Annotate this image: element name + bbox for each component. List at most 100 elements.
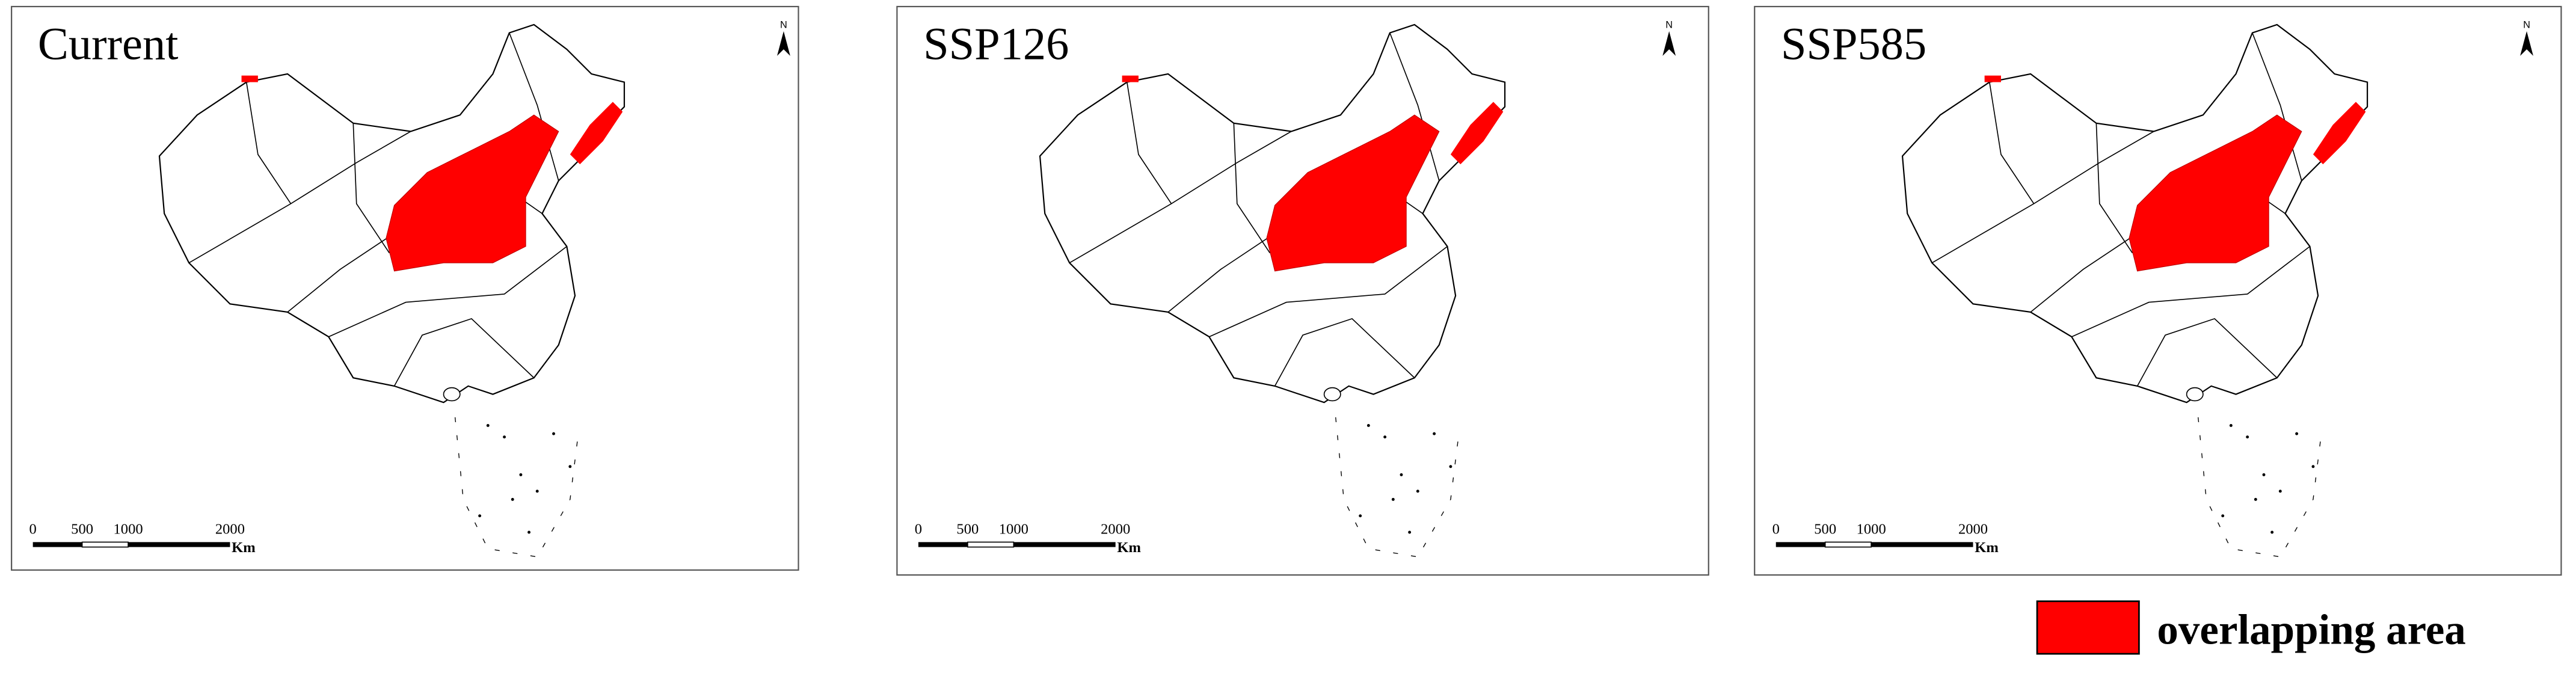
island <box>1366 423 1370 427</box>
overlap-region <box>1450 102 1504 165</box>
province-border <box>1127 82 1172 204</box>
province-border <box>1274 318 1415 387</box>
island <box>1383 435 1387 439</box>
panel-title: Current <box>38 18 179 69</box>
province-border <box>1233 123 1271 254</box>
scale-label: 500 <box>1814 521 1836 538</box>
island <box>2262 473 2266 476</box>
island <box>486 423 490 427</box>
scale-bar <box>32 542 82 547</box>
overlap-region <box>1984 75 2001 82</box>
scale-bar <box>1775 542 1825 547</box>
scale-label: 1000 <box>114 521 143 538</box>
map <box>158 23 626 558</box>
scale-label: 1000 <box>999 521 1028 538</box>
north-label: N <box>780 19 787 30</box>
island <box>1416 490 1419 493</box>
island <box>2270 530 2274 534</box>
scale-bar <box>81 541 129 548</box>
panel-title: SSP585 <box>1781 18 1926 69</box>
legend: overlapping area <box>2036 600 2466 655</box>
scale-bar <box>1824 541 1872 548</box>
island <box>552 432 555 435</box>
scale-bar <box>1871 542 1973 547</box>
island <box>511 497 514 501</box>
scale-label: 2000 <box>1101 521 1130 538</box>
scale-bar <box>128 542 230 547</box>
province-border <box>2252 32 2302 181</box>
province-border <box>328 246 567 337</box>
island <box>2229 423 2233 427</box>
overlap-region <box>1122 75 1139 82</box>
province-border <box>352 123 390 254</box>
legend-label: overlapping area <box>2157 607 2465 654</box>
province-border <box>1209 246 1448 337</box>
scale-unit: Km <box>1975 539 1999 556</box>
north-label: N <box>2523 19 2530 30</box>
province-border <box>2095 123 2133 254</box>
overlap-region <box>386 114 559 272</box>
map <box>1901 23 2369 558</box>
island <box>478 514 482 518</box>
province-border <box>2136 318 2278 387</box>
scale-label: 500 <box>71 521 93 538</box>
province-border <box>1931 131 2154 263</box>
island <box>1433 432 1436 435</box>
island <box>1359 514 1362 518</box>
country-outline <box>158 23 626 404</box>
scale-unit: Km <box>1117 539 1141 556</box>
scale-bar <box>1013 542 1116 547</box>
north-label: N <box>1665 19 1673 30</box>
island <box>1323 387 1341 402</box>
province-border <box>1989 82 2035 204</box>
north-arrow <box>777 31 790 56</box>
island <box>535 490 539 493</box>
island <box>443 387 461 402</box>
province-border <box>188 131 411 263</box>
island <box>2295 432 2299 435</box>
island <box>1408 530 1412 534</box>
panel-title: SSP126 <box>923 18 1069 69</box>
province-border <box>1389 32 1440 181</box>
province-border <box>393 318 535 387</box>
island <box>1449 465 1452 469</box>
scale-label: 500 <box>956 521 979 538</box>
map <box>1039 23 1506 558</box>
island <box>568 465 572 469</box>
scale-bar <box>967 541 1015 548</box>
island <box>2221 514 2225 518</box>
overlap-region <box>241 75 258 82</box>
north-arrow <box>2520 31 2533 56</box>
island <box>2311 465 2315 469</box>
scale-label: 1000 <box>1857 521 1886 538</box>
island <box>2246 435 2249 439</box>
island <box>527 530 531 534</box>
north-arrow <box>1662 31 1676 56</box>
island <box>519 473 523 476</box>
province-border <box>2071 246 2310 337</box>
overlap-region <box>1266 114 1440 272</box>
overlap-region <box>570 102 623 165</box>
overlap-region <box>2129 114 2302 272</box>
scale-label: 0 <box>915 521 922 538</box>
province-border <box>509 32 559 181</box>
scale-bar <box>918 542 968 547</box>
island <box>503 435 506 439</box>
scale-unit: Km <box>232 539 256 556</box>
island <box>1391 497 1395 501</box>
scale-label: 0 <box>29 521 37 538</box>
scale-label: 2000 <box>1958 521 1988 538</box>
country-outline <box>1901 23 2369 404</box>
province-border <box>245 82 292 204</box>
island <box>2278 490 2282 493</box>
scale-label: 2000 <box>215 521 245 538</box>
scale-label: 0 <box>1772 521 1780 538</box>
island <box>1400 473 1403 476</box>
overlap-region <box>2313 102 2366 165</box>
legend-swatch <box>2036 600 2140 655</box>
